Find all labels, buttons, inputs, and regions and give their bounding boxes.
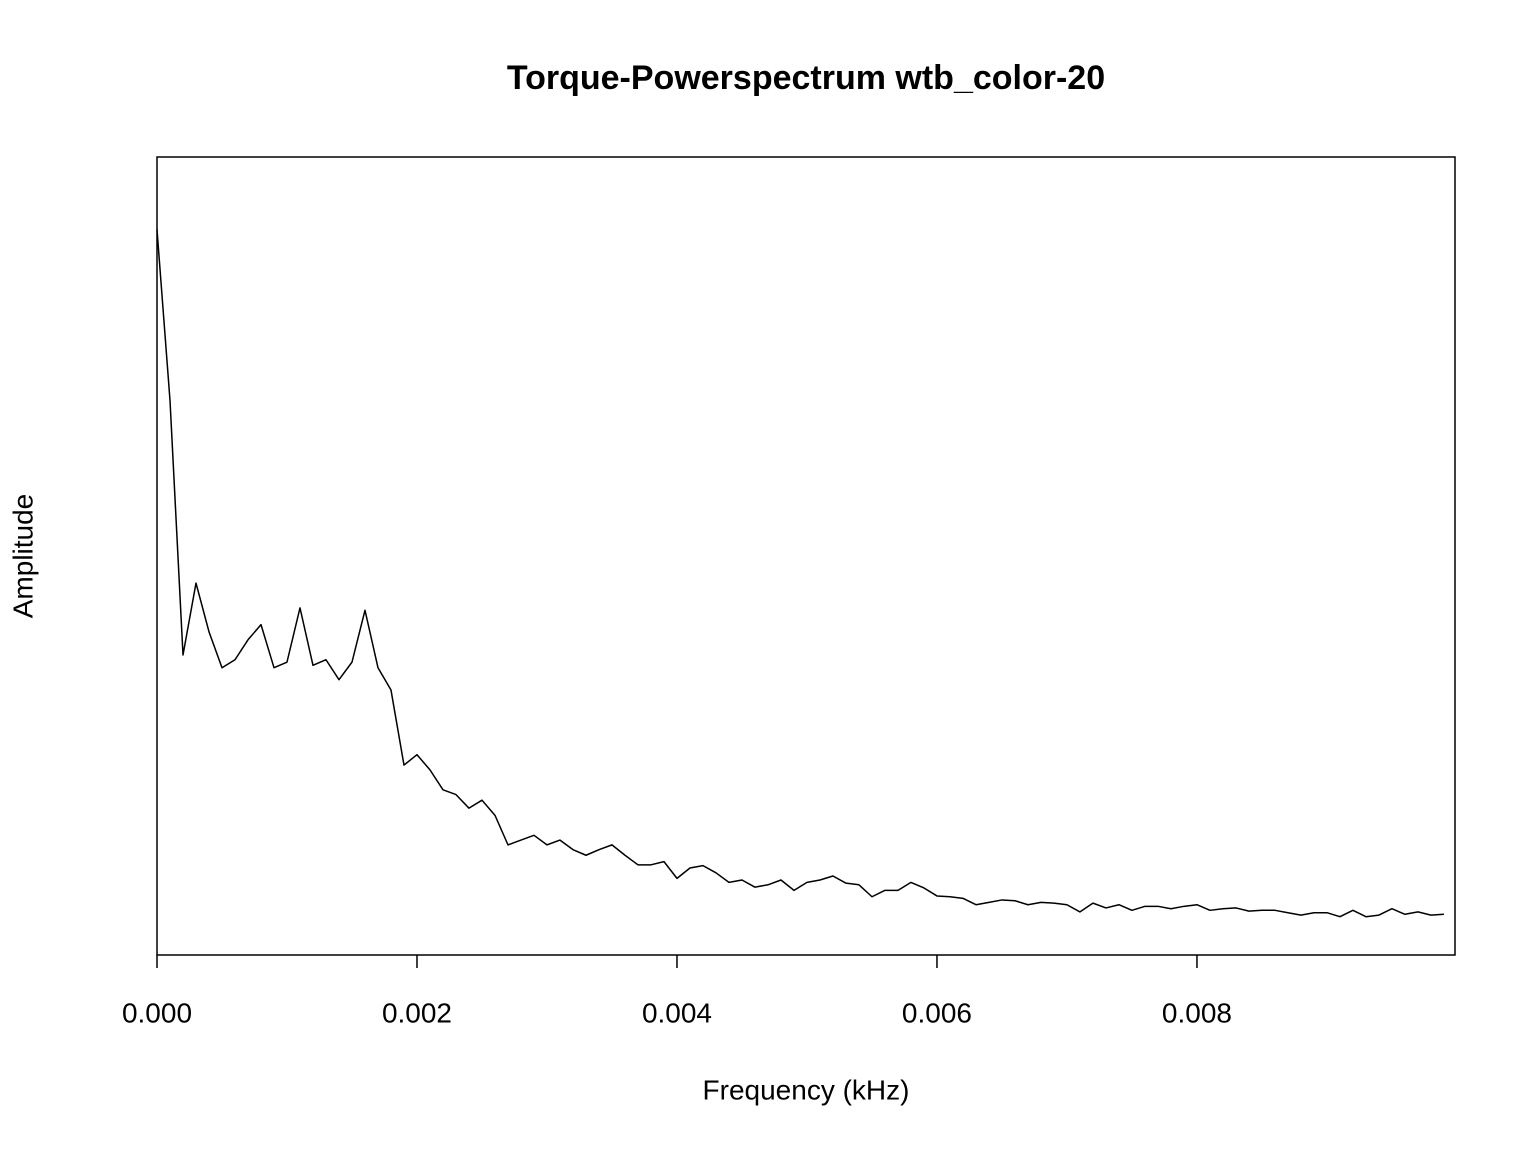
x-tick-label: 0.006 <box>902 997 972 1028</box>
x-axis-label: Frequency (kHz) <box>703 1074 910 1105</box>
y-axis-label: Amplitude <box>7 494 38 619</box>
x-tick-label: 0.008 <box>1162 997 1232 1028</box>
x-tick-label: 0.002 <box>382 997 452 1028</box>
plot-frame <box>156 156 1456 956</box>
x-tick-label: 0.000 <box>122 997 192 1028</box>
chart-title: Torque-Powerspectrum wtb_color-20 <box>507 59 1105 97</box>
x-tick-label: 0.004 <box>642 997 712 1028</box>
data-line <box>156 229 1444 918</box>
